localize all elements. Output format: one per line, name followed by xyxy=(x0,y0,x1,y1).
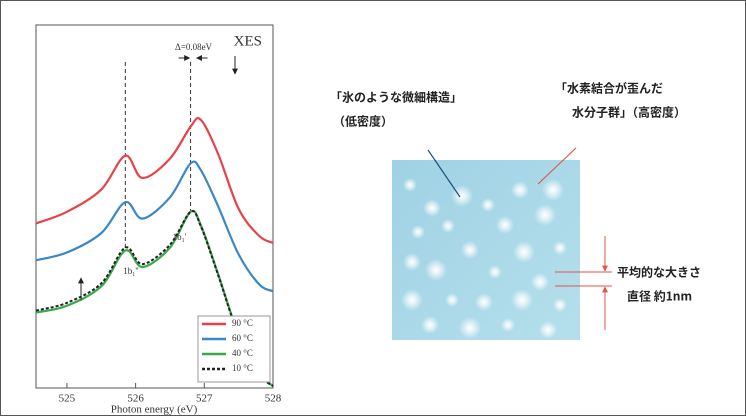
cluster xyxy=(496,216,514,234)
x-axis-label: Photon energy (eV) xyxy=(111,404,198,416)
cluster xyxy=(534,204,556,226)
cluster xyxy=(459,317,481,339)
chart-title: XES xyxy=(234,33,262,49)
plot: 525 526 527 528 90 °C 60 °C 40 °C 10 °C Δ=0.08eV… xyxy=(36,42,282,404)
cluster xyxy=(531,273,549,291)
label: 「水素結合が歪んだ xyxy=(555,79,663,96)
annotation: 1b₁'' xyxy=(123,266,139,276)
annotation: 1b₁' xyxy=(173,232,187,242)
cluster xyxy=(461,241,479,259)
figure: XES Photon energy (eV) 525 526 527 528 90 °C… xyxy=(0,0,746,416)
series-line xyxy=(36,118,273,243)
x-tick-label: 527 xyxy=(196,393,213,405)
x-tick-label: 525 xyxy=(59,393,76,405)
label: 水分子群」（高密度） xyxy=(572,103,686,120)
cluster xyxy=(488,265,502,279)
cluster xyxy=(539,321,557,339)
cluster xyxy=(425,259,447,281)
cluster xyxy=(445,293,459,307)
label: 「氷のような微細構造」 xyxy=(330,88,462,105)
annotation: Δ=0.08eV xyxy=(175,42,213,52)
cluster xyxy=(553,298,567,312)
cluster xyxy=(511,289,533,311)
outer-border xyxy=(1,1,746,416)
cluster xyxy=(441,219,455,233)
cluster xyxy=(403,178,417,192)
label: 平均的な大きさ xyxy=(617,263,701,280)
legend-label: 90 °C xyxy=(232,318,253,328)
legend-label: 10 °C xyxy=(232,363,253,373)
legend-label: 40 °C xyxy=(232,348,253,358)
cluster xyxy=(403,253,421,271)
cluster xyxy=(423,199,441,217)
cluster xyxy=(501,318,515,332)
label: 直径 約1nm xyxy=(627,287,692,304)
x-tick-label: 526 xyxy=(127,393,144,405)
cluster xyxy=(475,293,493,311)
series-line xyxy=(36,162,273,292)
cluster xyxy=(511,181,529,199)
label: （低密度） xyxy=(333,112,393,129)
cluster xyxy=(411,225,425,239)
cluster xyxy=(513,241,535,263)
x-tick-label: 528 xyxy=(265,393,282,405)
legend-label: 60 °C xyxy=(232,333,253,343)
cluster xyxy=(401,289,423,311)
cluster xyxy=(421,316,439,334)
cluster xyxy=(542,179,564,201)
cluster xyxy=(553,241,567,255)
cluster xyxy=(481,198,495,212)
